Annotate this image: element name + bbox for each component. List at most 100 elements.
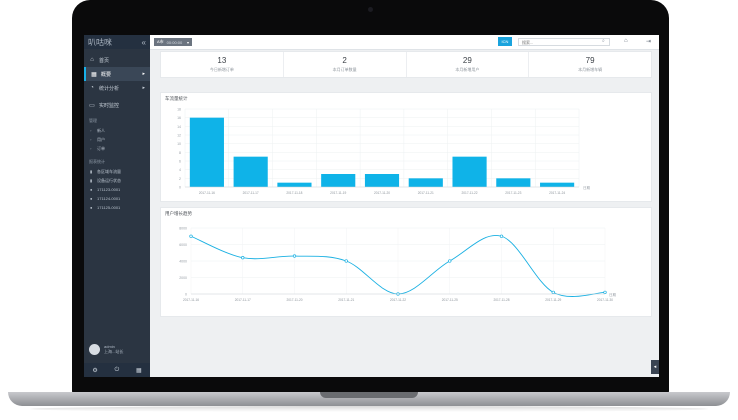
avatar [89, 343, 100, 355]
y-tick-label: 6000 [179, 243, 187, 247]
pin-icon: ◦ [90, 128, 92, 133]
bar [452, 156, 487, 187]
x-tick-label: 2017-11-17 [243, 191, 259, 195]
user-box[interactable]: admin 上海...站长 [84, 339, 150, 359]
pin-icon: ◦ [90, 146, 92, 151]
nav-item-home[interactable]: ⌂ 首页 [84, 53, 150, 67]
double-chevron-left-icon[interactable]: « [141, 37, 146, 47]
x-tick-label: 2017-11-18 [286, 191, 302, 195]
stat-value: 13 [217, 56, 227, 65]
sub-item-label: 各区域车流量 [97, 168, 121, 174]
sub-item-label: 171124-0001 [97, 196, 121, 201]
bar-icon: ▮ [90, 178, 93, 183]
x-tick-label: 2017-11-24 [549, 191, 565, 195]
y-tick-label: 2 [179, 177, 181, 181]
city-value: 00:00:00 [166, 39, 183, 45]
x-tick-label: 2017-11-19 [330, 191, 346, 195]
stat-label: 本月订单数量 [332, 67, 357, 72]
data-point [499, 234, 504, 238]
bar [321, 174, 356, 187]
sub-item-report-1[interactable]: ▮ 各区域车流量 [84, 167, 150, 176]
y-tick-label: 18 [177, 108, 181, 112]
nav-item-stats[interactable]: ◔ 统计分析 ▸ [84, 81, 150, 95]
sub-item-order[interactable]: ◦ 订单 [84, 144, 150, 153]
chevron-right-icon: ▸ [142, 71, 145, 77]
x-tick-label: 2017-11-20 [374, 191, 390, 195]
chevron-right-icon: ▸ [142, 85, 145, 91]
sub-item-report-3[interactable]: ● 171123-0001 [84, 185, 150, 194]
y-tick-label: 4 [179, 168, 181, 172]
brand-title: 叭咕咪 [88, 37, 112, 47]
sub-item-label: 171125-0001 [97, 205, 121, 210]
search-icon[interactable]: ⌕ [602, 38, 605, 44]
x-tick-label: 2017-11-28 [493, 298, 509, 302]
chat-tab[interactable]: ◂ [651, 360, 659, 374]
bar [364, 174, 400, 187]
grid-icon[interactable]: ▦ [135, 367, 142, 374]
stat-label: 今日新增订单 [209, 67, 234, 72]
home-icon[interactable]: ⌂ [624, 38, 628, 44]
city-select[interactable]: A市 00:00:00 ▾ [154, 38, 192, 46]
x-tick-label: 2017-11-23 [505, 191, 521, 195]
nav-item-label: 概要 [101, 71, 112, 78]
logout-icon[interactable]: ⇥ [646, 39, 652, 45]
y-tick-label: 6 [179, 160, 181, 164]
pin-icon: ◦ [90, 137, 92, 142]
user-icon: ● [90, 187, 93, 192]
app-screen: 叭咕咪 « ⌂ 首页 ▦ 概要 ▸ ◔ 统计分析 ▸ ▭ 实时监控 管理 ◦ 新人… [84, 35, 659, 377]
sub-item-label: 171123-0001 [97, 187, 121, 192]
brand-bar: 叭咕咪 « [84, 35, 150, 49]
chevron-down-icon: ▾ [186, 39, 189, 45]
bar-chart-panel: 车流量统计 0 2 4 6 8 10 12 14 16 18 2017-11-16 2017-11-1… [160, 92, 652, 202]
sub-item-report-5[interactable]: ● 171125-0001 [84, 203, 150, 212]
data-point [551, 290, 555, 294]
nav-item-monitor[interactable]: ▭ 实时监控 [84, 98, 150, 112]
gear-icon[interactable]: ⚙ [92, 367, 98, 374]
stat-label: 本月新增车辆 [578, 67, 603, 72]
x-tick-label: 2017-11-21 [418, 191, 434, 195]
y-tick-label: 4000 [179, 260, 187, 264]
search-input[interactable] [518, 38, 610, 46]
sub-item-label: 订单 [97, 145, 105, 151]
nav-item-summary[interactable]: ▦ 概要 ▸ [84, 67, 150, 81]
stat-card: 29 本月新增用户 [407, 52, 530, 77]
y-tick-label: 0 [179, 186, 181, 190]
bar [496, 178, 531, 187]
section-title-tools: 管理 [89, 118, 97, 123]
sub-item-user[interactable]: ◦ 用户 [84, 135, 150, 144]
series-line [190, 234, 606, 297]
stat-card: 13 今日新增订单 [161, 52, 284, 77]
y-tick-label: 8 [179, 151, 181, 155]
sub-item-label: 设备运行状态 [97, 177, 121, 183]
x-tick-label: 2017-11-25 [442, 298, 458, 302]
laptop-notch [320, 392, 418, 398]
y-tick-label: 16 [177, 116, 181, 120]
laptop-shadow [30, 406, 708, 412]
stat-label: 本月新增用户 [455, 67, 480, 72]
y-tick-label: 2000 [179, 276, 187, 280]
user-name: admin [104, 344, 115, 349]
data-point [292, 254, 297, 258]
x-axis-label: 日期 [609, 292, 617, 297]
y-tick-label: 12 [177, 134, 181, 138]
x-tick-label: 2017-11-30 [597, 298, 613, 302]
data-point [603, 290, 607, 294]
x-tick-label: 2017-11-17 [235, 298, 251, 302]
sub-item-new[interactable]: ◦ 新人 [84, 126, 150, 135]
data-point [241, 256, 245, 260]
bar-icon: ▮ [90, 169, 93, 174]
nav-item-label: 实时监控 [99, 102, 120, 109]
y-tick-label: 14 [177, 125, 181, 129]
data-point [344, 259, 348, 263]
home-icon: ⌂ [90, 57, 94, 63]
sub-item-report-2[interactable]: ▮ 设备运行状态 [84, 176, 150, 185]
sub-item-report-4[interactable]: ● 171124-0001 [84, 194, 150, 203]
bar [408, 178, 443, 187]
power-icon[interactable]: ⏻ [114, 366, 120, 373]
lang-badge[interactable]: ICN [498, 37, 512, 46]
bar-chart-title: 车流量统计 [165, 96, 188, 101]
x-tick-label: 2017-11-22 [390, 298, 406, 302]
user-icon: ● [90, 196, 93, 201]
x-tick-label: 2017-11-20 [286, 298, 302, 302]
city-label: A市 [157, 39, 164, 44]
